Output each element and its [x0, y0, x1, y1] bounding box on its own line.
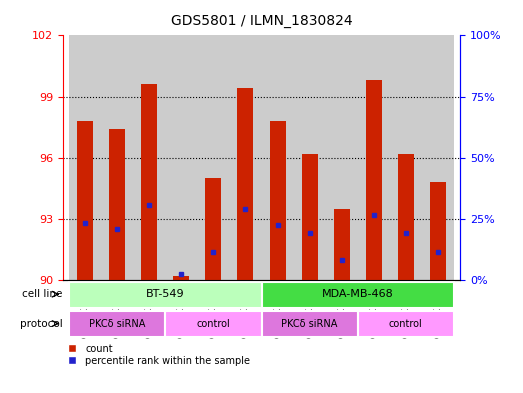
Text: control: control — [389, 319, 423, 329]
Text: BT-549: BT-549 — [146, 289, 185, 299]
Bar — [109, 129, 126, 280]
Text: PKCδ siRNA: PKCδ siRNA — [281, 319, 338, 329]
Bar — [358, 311, 454, 337]
Bar — [262, 35, 293, 280]
Bar — [77, 121, 93, 280]
Bar — [262, 311, 358, 337]
Bar — [173, 276, 189, 280]
Bar — [358, 35, 390, 280]
Bar — [422, 35, 454, 280]
Text: cell line: cell line — [22, 289, 63, 299]
Text: PKCδ siRNA: PKCδ siRNA — [89, 319, 145, 329]
Bar — [69, 281, 262, 308]
Bar — [397, 154, 414, 280]
Bar — [390, 35, 422, 280]
Bar — [237, 88, 254, 280]
Bar — [101, 35, 133, 280]
Bar — [197, 35, 230, 280]
Bar — [326, 35, 358, 280]
Bar — [165, 35, 197, 280]
Bar — [165, 311, 262, 337]
Text: control: control — [197, 319, 230, 329]
Bar — [262, 281, 454, 308]
Bar — [334, 209, 350, 280]
Text: GDS5801 / ILMN_1830824: GDS5801 / ILMN_1830824 — [170, 14, 353, 28]
Legend: count, percentile rank within the sample: count, percentile rank within the sample — [64, 340, 254, 369]
Text: protocol: protocol — [20, 319, 63, 329]
Bar — [206, 178, 221, 280]
Bar — [430, 182, 446, 280]
Bar — [269, 121, 286, 280]
Bar — [69, 311, 165, 337]
Bar — [366, 80, 382, 280]
Bar — [141, 84, 157, 280]
Bar — [293, 35, 326, 280]
Bar — [302, 154, 317, 280]
Bar — [230, 35, 262, 280]
Text: MDA-MB-468: MDA-MB-468 — [322, 289, 393, 299]
Bar — [69, 35, 101, 280]
Bar — [133, 35, 165, 280]
